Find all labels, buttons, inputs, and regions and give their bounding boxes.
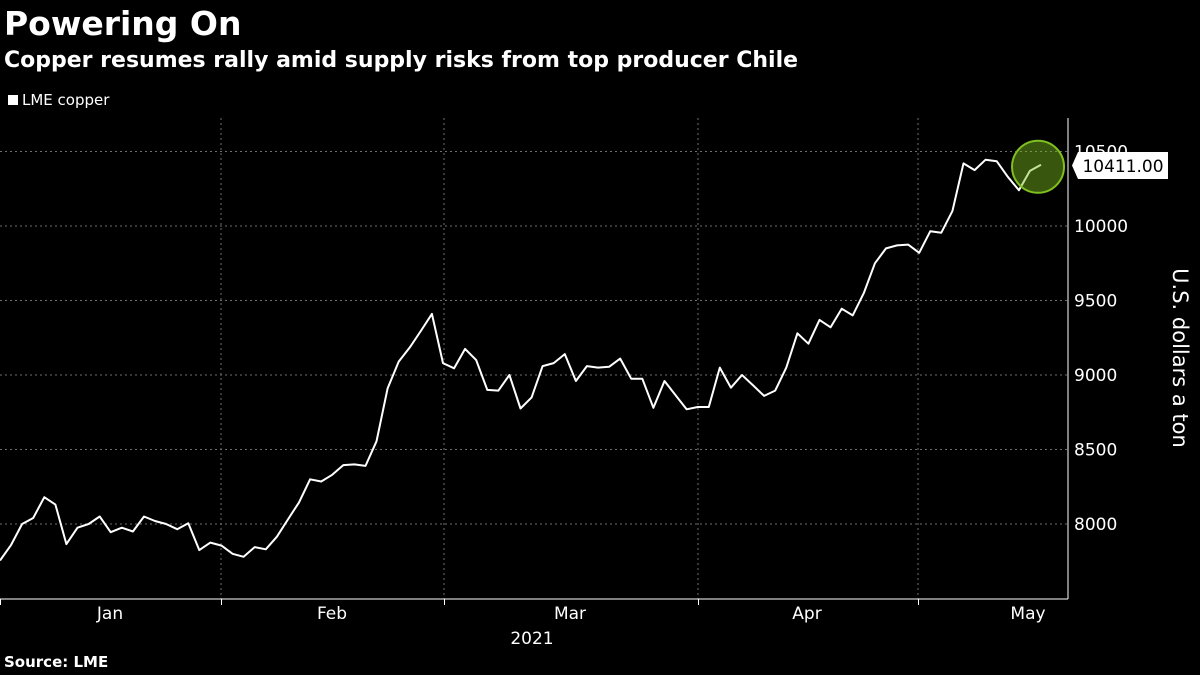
legend-swatch: [8, 95, 18, 105]
x-tick-label: Jan: [96, 604, 123, 624]
legend: LME copper: [8, 90, 109, 110]
y-tick-label: 9000: [1074, 366, 1117, 386]
y-tick-label: 8500: [1074, 441, 1117, 461]
x-tick-labels: Jan Feb Mar Apr May: [96, 604, 1046, 624]
x-tick-label: Apr: [792, 604, 821, 624]
x-tick-label: Mar: [554, 604, 586, 624]
x-gridlines: [220, 118, 919, 599]
source-note: Source: LME: [4, 653, 109, 671]
y-tick-label: 10000: [1074, 217, 1128, 237]
x-axis: [0, 118, 1069, 600]
legend-label: LME copper: [22, 91, 110, 109]
y-tick-label: 9500: [1074, 292, 1117, 312]
series-line-lme-copper: [0, 158, 1042, 562]
latest-value-highlight: [1011, 139, 1065, 194]
x-ticks: [0, 599, 919, 605]
x-year-label: 2021: [510, 629, 553, 649]
chart-title: Powering On: [4, 4, 242, 43]
x-tick-label: Feb: [317, 604, 347, 624]
last-value-label: 10411.00: [1082, 157, 1163, 177]
y-tick-label: 8000: [1074, 515, 1117, 535]
x-tick-label: May: [1010, 604, 1045, 624]
last-value-callout: 10411.00: [1072, 152, 1168, 179]
chart-subtitle: Copper resumes rally amid supply risks f…: [4, 48, 799, 73]
last-value-box: [1072, 152, 1168, 179]
y-tick-labels: 80008500900095001000010500: [1074, 143, 1128, 536]
y-axis-title: U.S. dollars a ton: [1168, 268, 1192, 448]
y-gridlines: [0, 151, 1068, 525]
